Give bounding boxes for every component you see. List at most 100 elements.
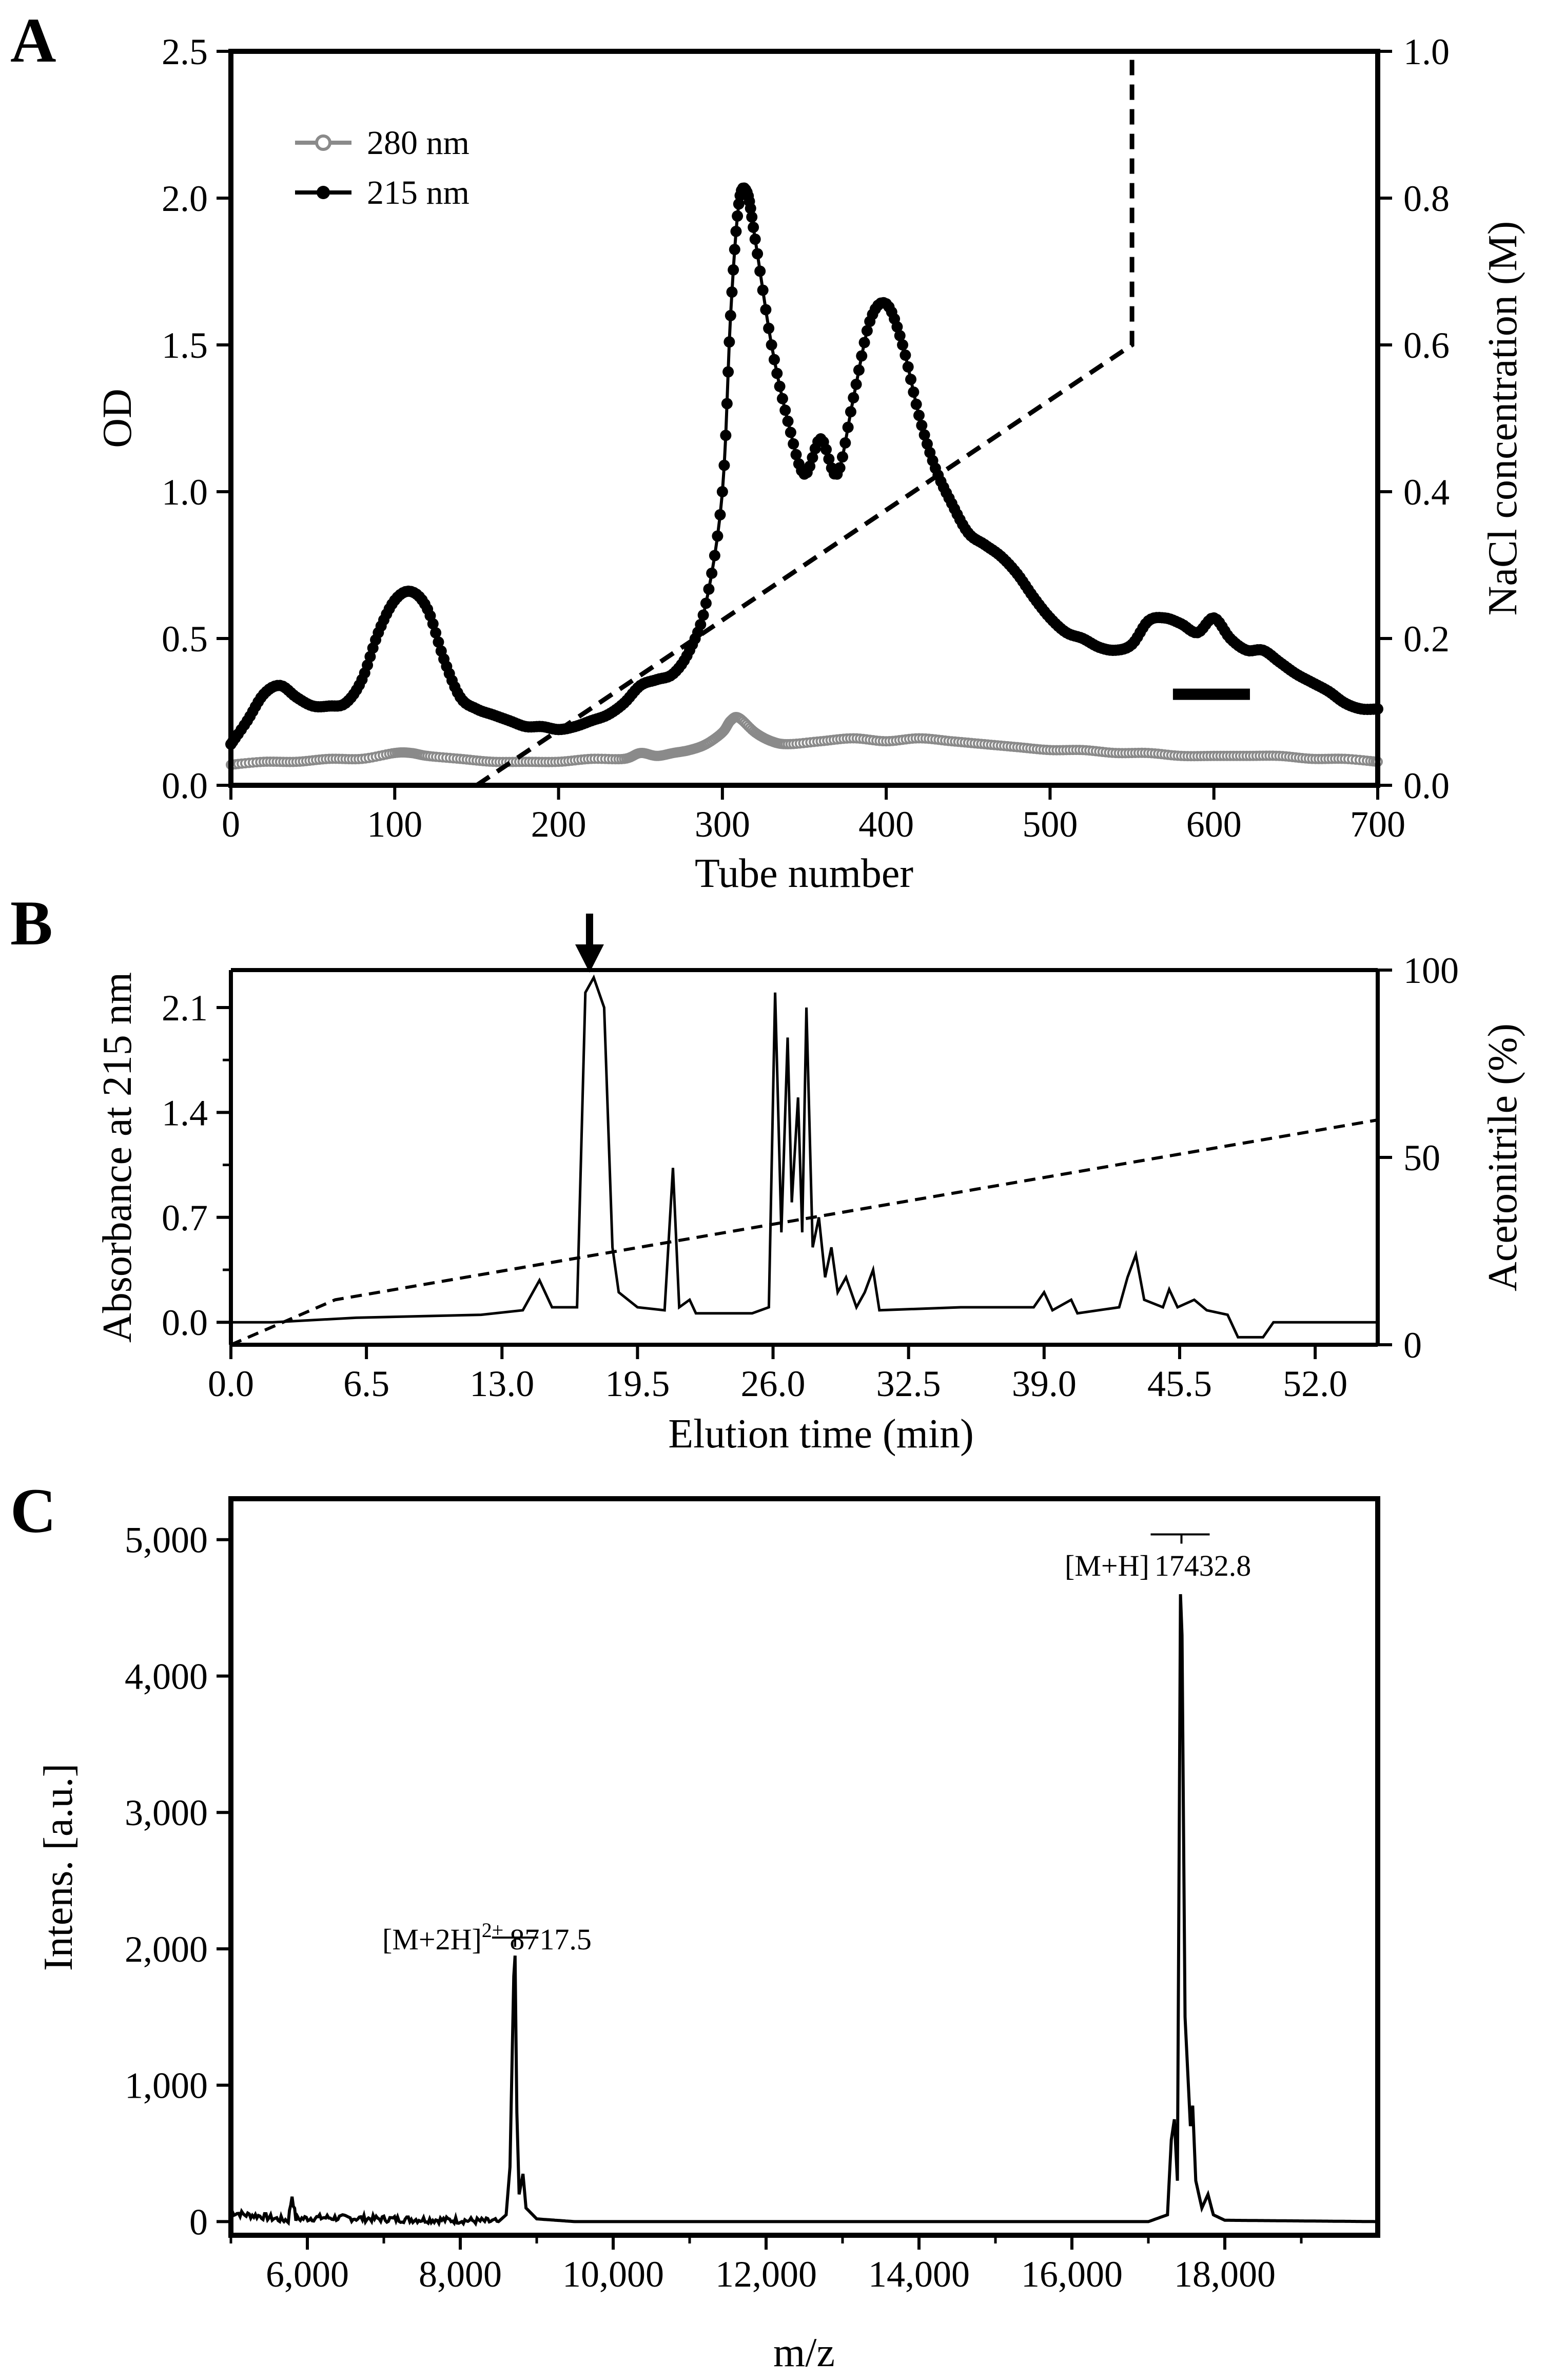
panel-c-plot-frame bbox=[228, 1496, 1380, 2238]
series-215nm-point bbox=[728, 264, 739, 276]
series-215nm-point bbox=[856, 350, 868, 362]
series-215nm-point bbox=[774, 380, 786, 392]
series-absorbance-line bbox=[231, 974, 1378, 1339]
panel-label-b: B bbox=[10, 888, 53, 958]
series-215nm-point bbox=[746, 211, 758, 223]
panel-a-y2-axis-label: NaCl concentration (M) bbox=[1480, 221, 1526, 616]
panel-b-data bbox=[223, 914, 1378, 1346]
series-215nm-point bbox=[732, 210, 744, 222]
series-215nm-point bbox=[782, 415, 794, 427]
peak-annotation-m2h: [M+2H]2+ 8717.5 bbox=[382, 1919, 592, 1956]
series-215nm-point bbox=[779, 404, 791, 416]
series-215nm-point bbox=[745, 203, 756, 215]
panel-c-y-tick-label: 2,000 bbox=[125, 1929, 208, 1970]
series-215nm-point bbox=[720, 430, 732, 441]
panel-b-x-tick-label: 39.0 bbox=[1012, 1363, 1077, 1404]
panel-c-x-tick-label: 6,000 bbox=[266, 2254, 349, 2295]
panel-b-x-tick-label: 19.5 bbox=[605, 1363, 670, 1404]
panel-a-y2-tick-label: 0.6 bbox=[1403, 325, 1450, 366]
panel-b-x-tick-label: 45.5 bbox=[1147, 1363, 1212, 1404]
series-215nm-point bbox=[790, 449, 802, 460]
series-215nm-point bbox=[845, 406, 856, 418]
series-215nm-point bbox=[918, 429, 930, 441]
series-215nm-point bbox=[776, 393, 788, 404]
panel-c-y-tick-label: 1,000 bbox=[125, 2065, 208, 2106]
series-215nm-point bbox=[716, 486, 728, 497]
panel-b-y-axis-label: Absorbance at 215 nm bbox=[95, 972, 140, 1343]
series-215nm-point bbox=[754, 265, 766, 277]
panel-c-data bbox=[230, 1533, 1378, 2228]
panel-c-y-tick-label: 0 bbox=[189, 2201, 208, 2242]
panel-a-y-tick-label: 0.5 bbox=[162, 618, 208, 660]
panel-c-x-tick-label: 14,000 bbox=[868, 2254, 970, 2295]
series-215nm-point bbox=[726, 286, 738, 298]
panel-c-y-axis-label: Intens. [a.u.] bbox=[36, 1764, 81, 1971]
panel-a-x-tick-label: 400 bbox=[858, 804, 914, 845]
panel-a-plot-frame bbox=[228, 49, 1380, 788]
series-215nm-point bbox=[364, 651, 376, 663]
series-215nm-point bbox=[427, 618, 439, 630]
panel-a-x-tick-label: 600 bbox=[1186, 804, 1242, 845]
panel-b-y2-tick-label: 50 bbox=[1403, 1137, 1440, 1178]
panel-a-y2-tick-label: 1.0 bbox=[1403, 31, 1450, 72]
series-215nm-point bbox=[921, 438, 933, 450]
panel-c-y-tick-label: 5,000 bbox=[125, 1520, 208, 1561]
series-215nm-point bbox=[910, 398, 922, 410]
panel-b-y-tick-label: 0.7 bbox=[162, 1197, 208, 1239]
series-215nm-point bbox=[823, 453, 835, 465]
series-215nm-point bbox=[729, 244, 740, 256]
series-215nm-point bbox=[748, 221, 759, 233]
series-215nm-point bbox=[752, 248, 764, 260]
panel-a-data bbox=[225, 49, 1383, 787]
panel-c-x-tick-label: 18,000 bbox=[1174, 2254, 1276, 2295]
panel-c-x-tick-label: 8,000 bbox=[419, 2254, 502, 2295]
panel-a-y-axis-label: OD bbox=[95, 389, 140, 448]
series-215nm-point bbox=[709, 550, 720, 562]
panel-c-x-tick-label: 12,000 bbox=[715, 2254, 817, 2295]
legend-280nm-label: 280 nm bbox=[367, 124, 470, 162]
series-215nm-point bbox=[730, 225, 742, 237]
panel-c-ticks: 6,000 8,000 10,000 12,000 14,000 16,000 18,000… bbox=[125, 1520, 1303, 2295]
series-215nm-point bbox=[788, 438, 799, 450]
panel-a-y-tick-label: 1.0 bbox=[162, 472, 208, 513]
panel-b-ticks: 0.0 6.5 13.0 19.5 26.0 32.5 39.0 45.5 52.0 0.0 0.7… bbox=[162, 950, 1459, 1404]
panel-b-x-tick-label: 0.0 bbox=[208, 1363, 254, 1404]
series-215nm-point bbox=[766, 339, 777, 351]
series-215nm-point bbox=[768, 354, 780, 365]
peak-annotation-m2h-bracket bbox=[492, 1936, 538, 1947]
series-215nm-point bbox=[706, 567, 718, 579]
panel-c-x-axis-label: m/z bbox=[773, 2330, 835, 2375]
panel-a-x-axis-label: Tube number bbox=[695, 851, 913, 896]
series-215nm-point bbox=[902, 361, 914, 373]
panel-c-x-tick-label: 16,000 bbox=[1021, 2254, 1123, 2295]
series-215nm-point bbox=[785, 427, 796, 438]
series-215nm-point bbox=[804, 460, 816, 472]
series-215nm-point bbox=[722, 366, 734, 378]
panel-c-x-tick-label: 10,000 bbox=[562, 2254, 664, 2295]
panel-c: C 6,000 8,000 10,000 12,000 14,000 16,000 18,0… bbox=[10, 1476, 1380, 2375]
series-215nm-point bbox=[839, 437, 851, 449]
series-215nm-point bbox=[916, 419, 928, 431]
panel-a-x-tick-label: 100 bbox=[367, 804, 422, 845]
series-215nm-point bbox=[807, 452, 818, 463]
series-215nm-point bbox=[703, 583, 715, 595]
series-215nm-point bbox=[891, 321, 903, 333]
panel-a-y-tick-label: 0.0 bbox=[162, 765, 208, 806]
panel-b-x-tick-label: 52.0 bbox=[1283, 1363, 1347, 1404]
panel-c-y-tick-label: 4,000 bbox=[125, 1656, 208, 1697]
series-intensity-line bbox=[230, 1594, 1378, 2228]
panel-a-x-tick-label: 200 bbox=[531, 804, 586, 845]
panel-a-x-tick-label: 0 bbox=[222, 804, 240, 845]
series-215nm-point bbox=[763, 322, 775, 334]
series-215nm-point bbox=[714, 509, 726, 520]
series-215nm-point bbox=[850, 378, 862, 390]
panel-a-y-tick-label: 2.5 bbox=[162, 31, 208, 72]
panel-b-y2-axis-label: Acetonitrile (%) bbox=[1480, 1023, 1526, 1291]
series-215nm-point bbox=[695, 618, 707, 630]
panel-c-y-tick-label: 3,000 bbox=[125, 1792, 208, 1833]
panel-a-ticks: 0 100 200 300 400 500 600 7000.00.51.01.52.02.5… bbox=[162, 31, 1450, 845]
series-215nm-point bbox=[718, 459, 730, 471]
panel-a-y2-tick-label: 0.4 bbox=[1403, 472, 1450, 513]
series-215nm-point bbox=[723, 336, 735, 348]
series-215nm-point bbox=[733, 198, 745, 210]
